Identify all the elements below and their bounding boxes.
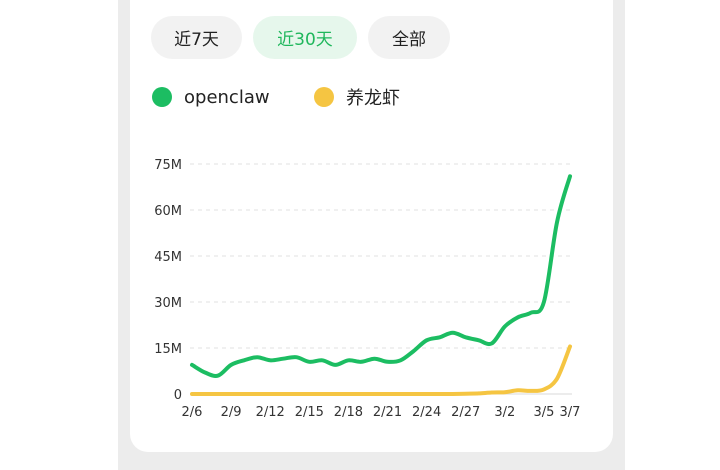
y-tick-label: 75M xyxy=(154,158,182,173)
tab-all[interactable]: 全部 xyxy=(368,16,450,59)
legend-item-openclaw: openclaw xyxy=(152,84,270,110)
series-line-openclaw xyxy=(190,174,572,378)
x-tick-label: 2/6 xyxy=(182,405,203,420)
y-tick-label: 15M xyxy=(154,342,182,357)
x-tick-label: 3/7 xyxy=(560,405,581,420)
x-tick-label: 2/9 xyxy=(221,405,242,420)
series-line-yanglongxia xyxy=(190,344,572,397)
x-tick-label: 2/15 xyxy=(295,405,324,420)
tab-last-7-days[interactable]: 近7天 xyxy=(151,16,242,59)
legend-item-yanglongxia: 养龙虾 xyxy=(314,84,400,110)
y-tick-label: 45M xyxy=(154,250,182,265)
x-tick-label: 2/18 xyxy=(334,405,363,420)
x-tick-label: 2/24 xyxy=(412,405,441,420)
tab-last-30-days[interactable]: 近30天 xyxy=(253,16,357,59)
legend-label-openclaw: openclaw xyxy=(184,86,270,108)
x-tick-label: 3/2 xyxy=(494,405,515,420)
x-tick-label: 2/12 xyxy=(256,405,285,420)
x-tick-label: 2/27 xyxy=(451,405,480,420)
x-tick-label: 3/5 xyxy=(533,405,554,420)
y-tick-label: 30M xyxy=(154,296,182,311)
y-tick-label: 60M xyxy=(154,204,182,219)
legend-label-yanglongxia: 养龙虾 xyxy=(346,88,400,109)
x-tick-label: 2/21 xyxy=(373,405,402,420)
legend-dot-openclaw xyxy=(152,87,172,107)
y-tick-label: 0 xyxy=(174,388,182,403)
legend-dot-yanglongxia xyxy=(314,87,334,107)
